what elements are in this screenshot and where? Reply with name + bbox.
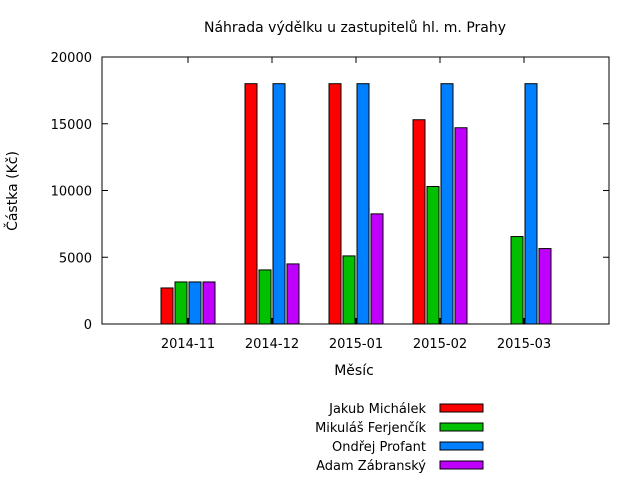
bar-2014-12-s1	[258, 269, 272, 325]
bar-2015-02-s0	[412, 119, 426, 325]
bars-group	[160, 83, 552, 325]
legend-label: Mikuláš Ferjenčík	[315, 421, 426, 436]
legend-swatch	[439, 460, 484, 470]
bar-2015-01-s2	[356, 83, 370, 325]
bar-2014-11-s1	[174, 281, 188, 325]
bar-2014-11-s0	[160, 287, 174, 325]
x-axis-label: Měsíc	[334, 363, 374, 379]
legend: Jakub Michálek Mikuláš Ferjenčík Ondřej Pr…	[315, 402, 484, 474]
y-tick-label: 10000	[51, 185, 92, 200]
legend-swatch	[439, 403, 484, 413]
x-tick-label: 2015-03	[497, 337, 551, 352]
legend-swatch	[439, 441, 484, 451]
bar-2015-03-s1	[510, 236, 524, 325]
bar-2015-01-s3	[370, 213, 384, 325]
y-tick-label: 0	[84, 318, 92, 333]
chart-title: Náhrada výdělku u zastupitelů hl. m. Pra…	[204, 20, 506, 36]
y-tick-label: 15000	[51, 118, 92, 133]
x-tick-label: 2015-02	[413, 337, 467, 352]
bar-2014-12-s2	[272, 83, 286, 325]
x-axis: 2014-11 2014-12 2015-01 2015-02 2015-03	[161, 57, 551, 352]
legend-label: Ondřej Profant	[332, 440, 426, 455]
plot-frame	[101, 56, 610, 325]
y-axis: 0 5000 10000 15000 20000	[51, 51, 609, 333]
bar-2015-02-s1	[426, 185, 440, 325]
legend-swatch	[439, 422, 484, 432]
y-tick-label: 5000	[59, 251, 92, 266]
x-tick-label: 2014-12	[245, 337, 299, 352]
bar-2015-01-s1	[342, 255, 356, 325]
y-axis-label: Částka (Kč)	[3, 151, 21, 231]
x-tick-label: 2014-11	[161, 337, 215, 352]
legend-label: Jakub Michálek	[328, 402, 426, 417]
bar-2014-11-s2	[188, 281, 202, 325]
bar-2015-02-s2	[440, 83, 454, 325]
bar-2015-01-s0	[328, 83, 342, 325]
legend-label: Adam Zábranský	[316, 459, 426, 474]
bar-2014-12-s0	[244, 83, 258, 325]
y-tick-label: 20000	[51, 51, 92, 66]
bar-2015-03-s3	[538, 248, 552, 325]
bar-2014-11-s3	[202, 281, 216, 325]
bar-2015-02-s3	[454, 127, 468, 325]
bar-2015-03-s2	[524, 83, 538, 325]
x-tick-label: 2015-01	[329, 337, 383, 352]
bar-2014-12-s3	[286, 263, 300, 325]
